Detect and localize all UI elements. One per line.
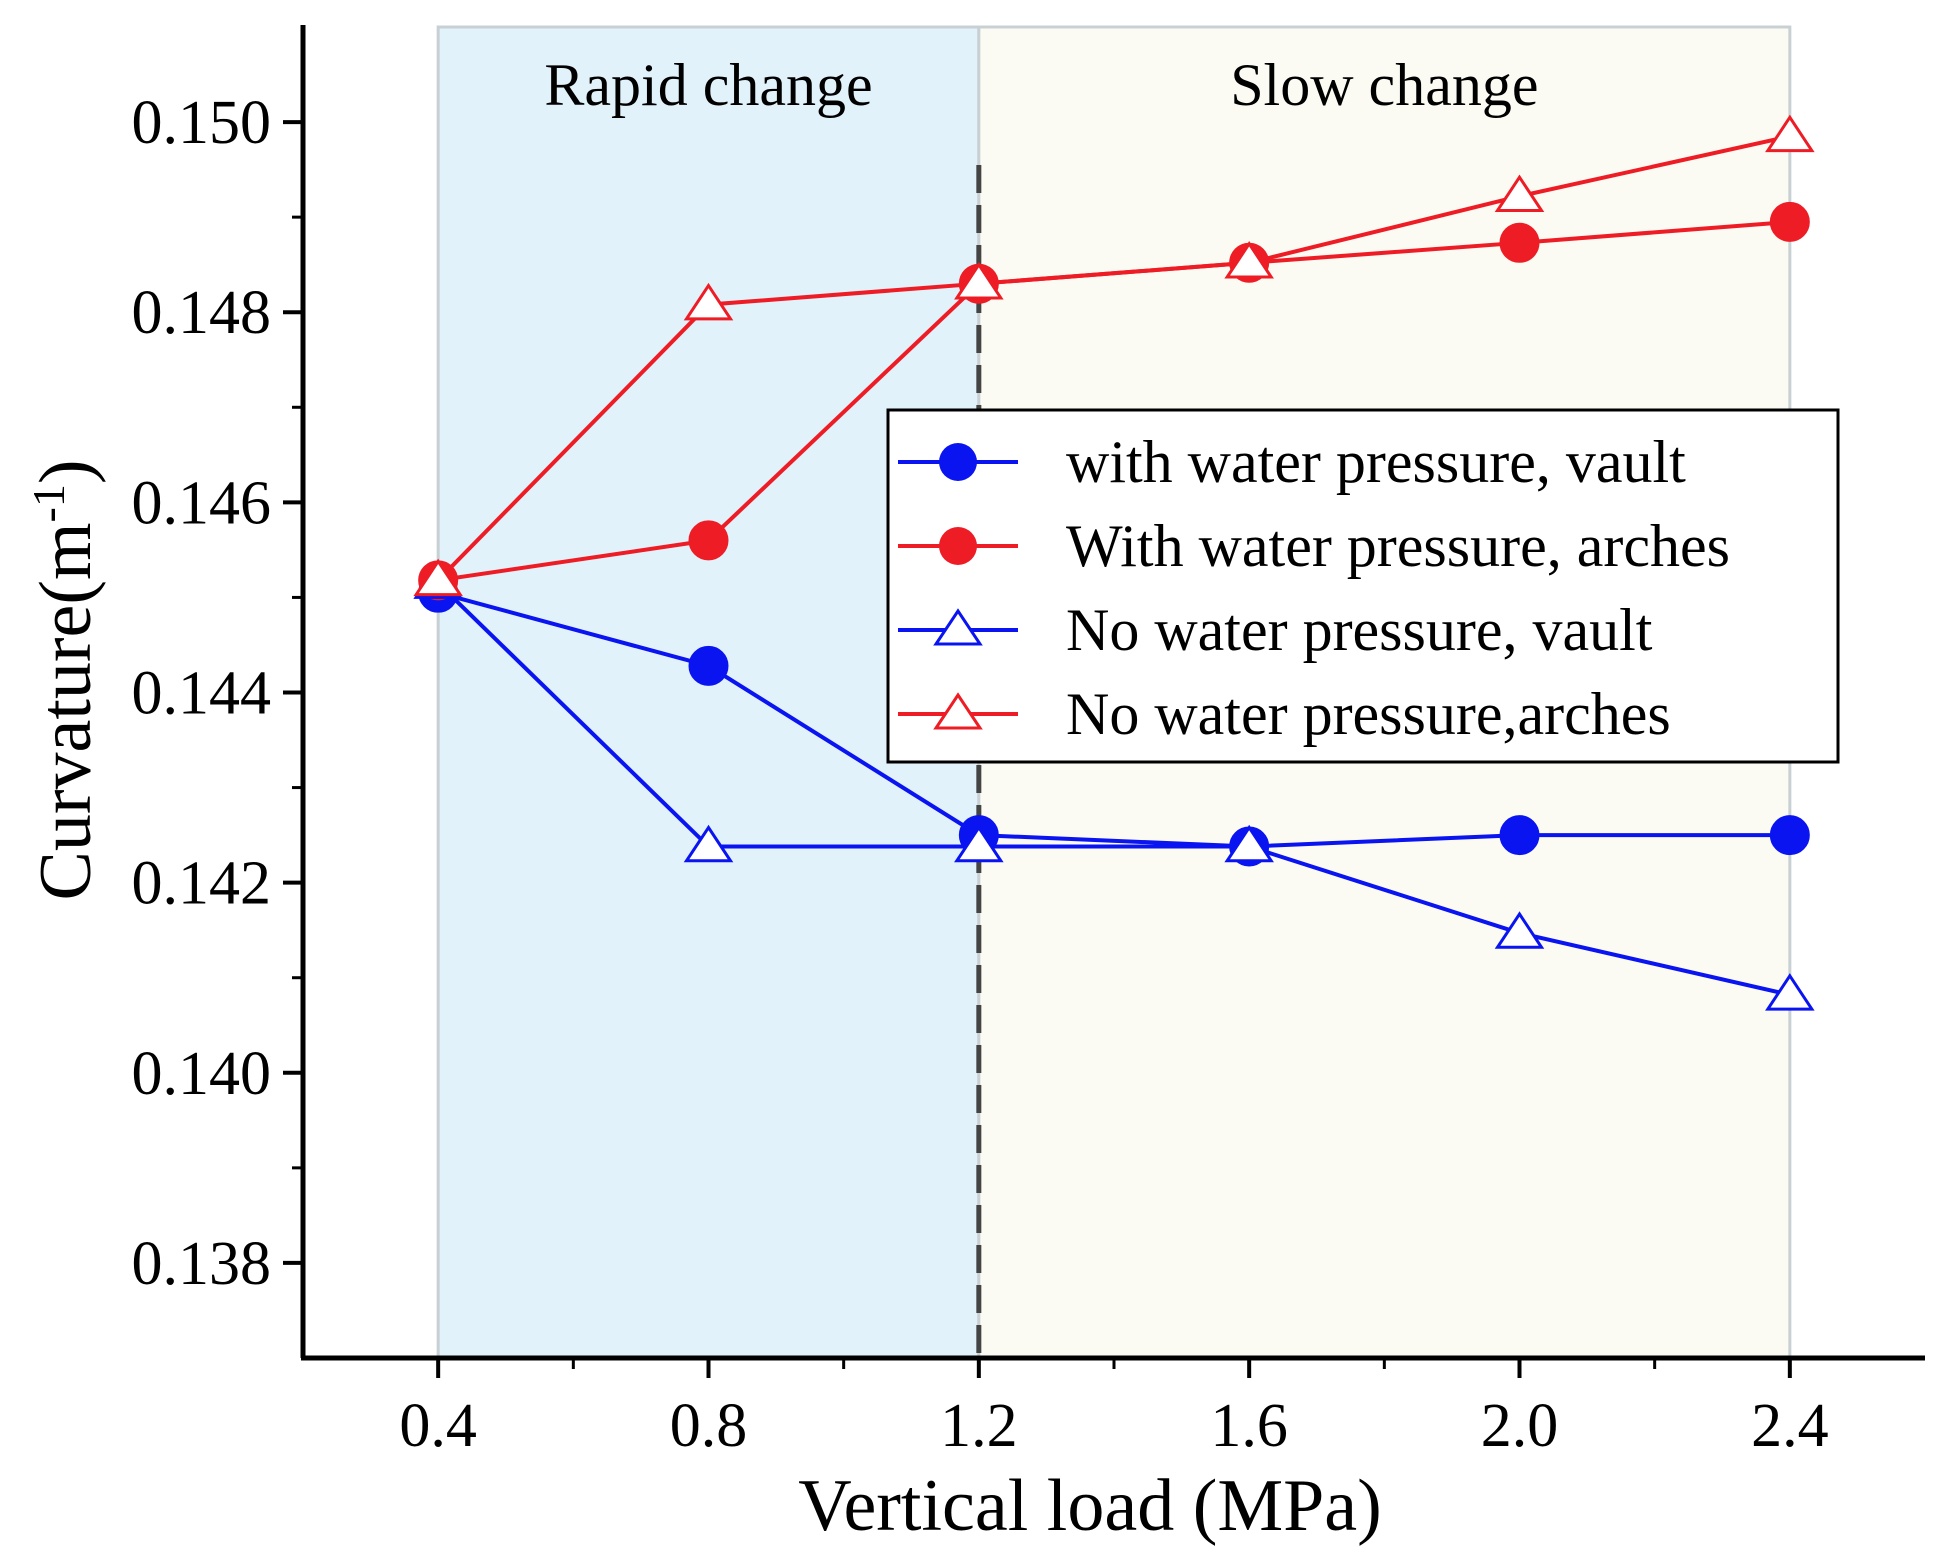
- series-3-point-3: [1224, 241, 1274, 279]
- data-series: [413, 114, 1815, 1011]
- x-tick-label-2: 1.2: [940, 1392, 1018, 1460]
- y-tick-label-5: 0.148: [132, 279, 272, 347]
- x-tick-label-5: 2.4: [1751, 1392, 1829, 1460]
- x-tick-label-1: 0.8: [670, 1392, 748, 1460]
- y-tick-label-0: 0.138: [132, 1230, 272, 1298]
- legend-label-2: No water pressure, vault: [1066, 597, 1653, 663]
- series-1-point-5: [1769, 201, 1810, 242]
- series-line-0: [437, 590, 1790, 849]
- series-0-point-4: [1499, 815, 1540, 856]
- series-3-point-2: [954, 261, 1004, 300]
- y-axis-title-sup: -1: [23, 484, 74, 522]
- series-3-point-5: [1765, 114, 1815, 153]
- legend-marker-1: [939, 527, 977, 565]
- series-3-point-1: [683, 282, 734, 321]
- series-1-point-1: [688, 520, 729, 561]
- y-tick-label-1: 0.140: [132, 1040, 272, 1108]
- y-tick-label-2: 0.142: [132, 850, 272, 918]
- y-axis-title: Curvature(m-1): [23, 459, 107, 900]
- series-0-point-5: [1769, 815, 1810, 856]
- y-tick-label-4: 0.146: [132, 469, 272, 537]
- y-tick-label-3: 0.144: [132, 660, 272, 728]
- legend-label-0: with water pressure, vault: [1066, 429, 1686, 495]
- series-2-point-5: [1765, 973, 1815, 1011]
- legend-marker-0: [939, 443, 977, 481]
- series-2-point-1: [683, 824, 734, 863]
- series-line-2: [436, 581, 1791, 997]
- legend-marker-2: [933, 608, 983, 646]
- region-label-1: Slow change: [1230, 52, 1538, 118]
- x-tick-label-3: 1.6: [1210, 1392, 1288, 1460]
- series-2-point-3: [1224, 824, 1274, 863]
- series-2-point-4: [1494, 911, 1545, 949]
- y-axis-title-main: Curvature(m: [25, 522, 107, 900]
- series-3-point-0: [413, 558, 463, 597]
- x-tick-label-0: 0.4: [399, 1392, 477, 1460]
- y-tick-label-6: 0.150: [132, 89, 272, 157]
- series-2-point-2: [954, 824, 1004, 863]
- legend-label-3: No water pressure,arches: [1066, 681, 1671, 747]
- region-label-0: Rapid change: [544, 52, 872, 118]
- legend: with water pressure, vault With water pre…: [886, 408, 1840, 764]
- x-tick-label-4: 2.0: [1481, 1392, 1559, 1460]
- series-3-point-4: [1494, 174, 1545, 212]
- series-line-3: [436, 134, 1791, 582]
- series-1-point-4: [1499, 222, 1540, 263]
- axes: 0.4 0.8 1.2 1.6 2.0 2.4 0.138 0.140 0.142 0.144 0.…: [132, 25, 1925, 1460]
- legend-box: [886, 408, 1840, 764]
- series-0-point-1: [688, 645, 729, 686]
- legend-marker-3: [933, 692, 983, 730]
- x-axis-title: Vertical load (MPa): [798, 1465, 1382, 1547]
- legend-label-1: With water pressure, arches: [1066, 513, 1730, 579]
- y-axis-title-suffix: ): [25, 459, 107, 484]
